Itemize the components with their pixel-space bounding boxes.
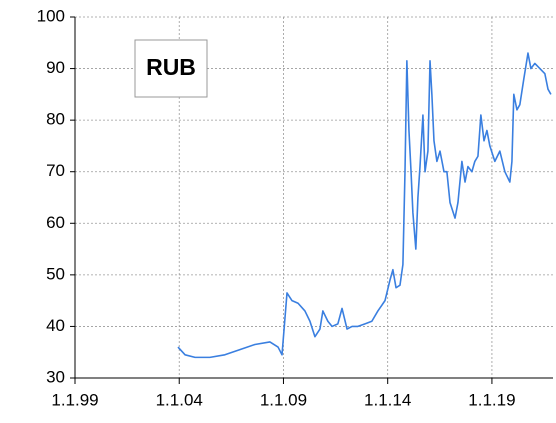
y-tick-label: 60 — [46, 213, 65, 232]
x-tick-label: 1.1.04 — [156, 390, 203, 409]
x-tick-label: 1.1.14 — [364, 390, 411, 409]
line-series — [177, 52, 552, 359]
chart-title: RUB — [146, 54, 196, 80]
y-tick-label: 90 — [46, 58, 65, 77]
x-tick-label: 1.1.99 — [51, 390, 98, 409]
y-tick-label: 80 — [46, 110, 65, 129]
y-tick-label: 50 — [46, 264, 65, 283]
y-tick-label: 40 — [46, 316, 65, 335]
y-tick-label: 70 — [46, 161, 65, 180]
y-tick-label: 30 — [46, 367, 65, 386]
x-tick-label: 1.1.19 — [468, 390, 515, 409]
y-tick-label: 100 — [37, 6, 65, 25]
title-box — [134, 39, 208, 98]
x-tick-label: 1.1.09 — [260, 390, 307, 409]
